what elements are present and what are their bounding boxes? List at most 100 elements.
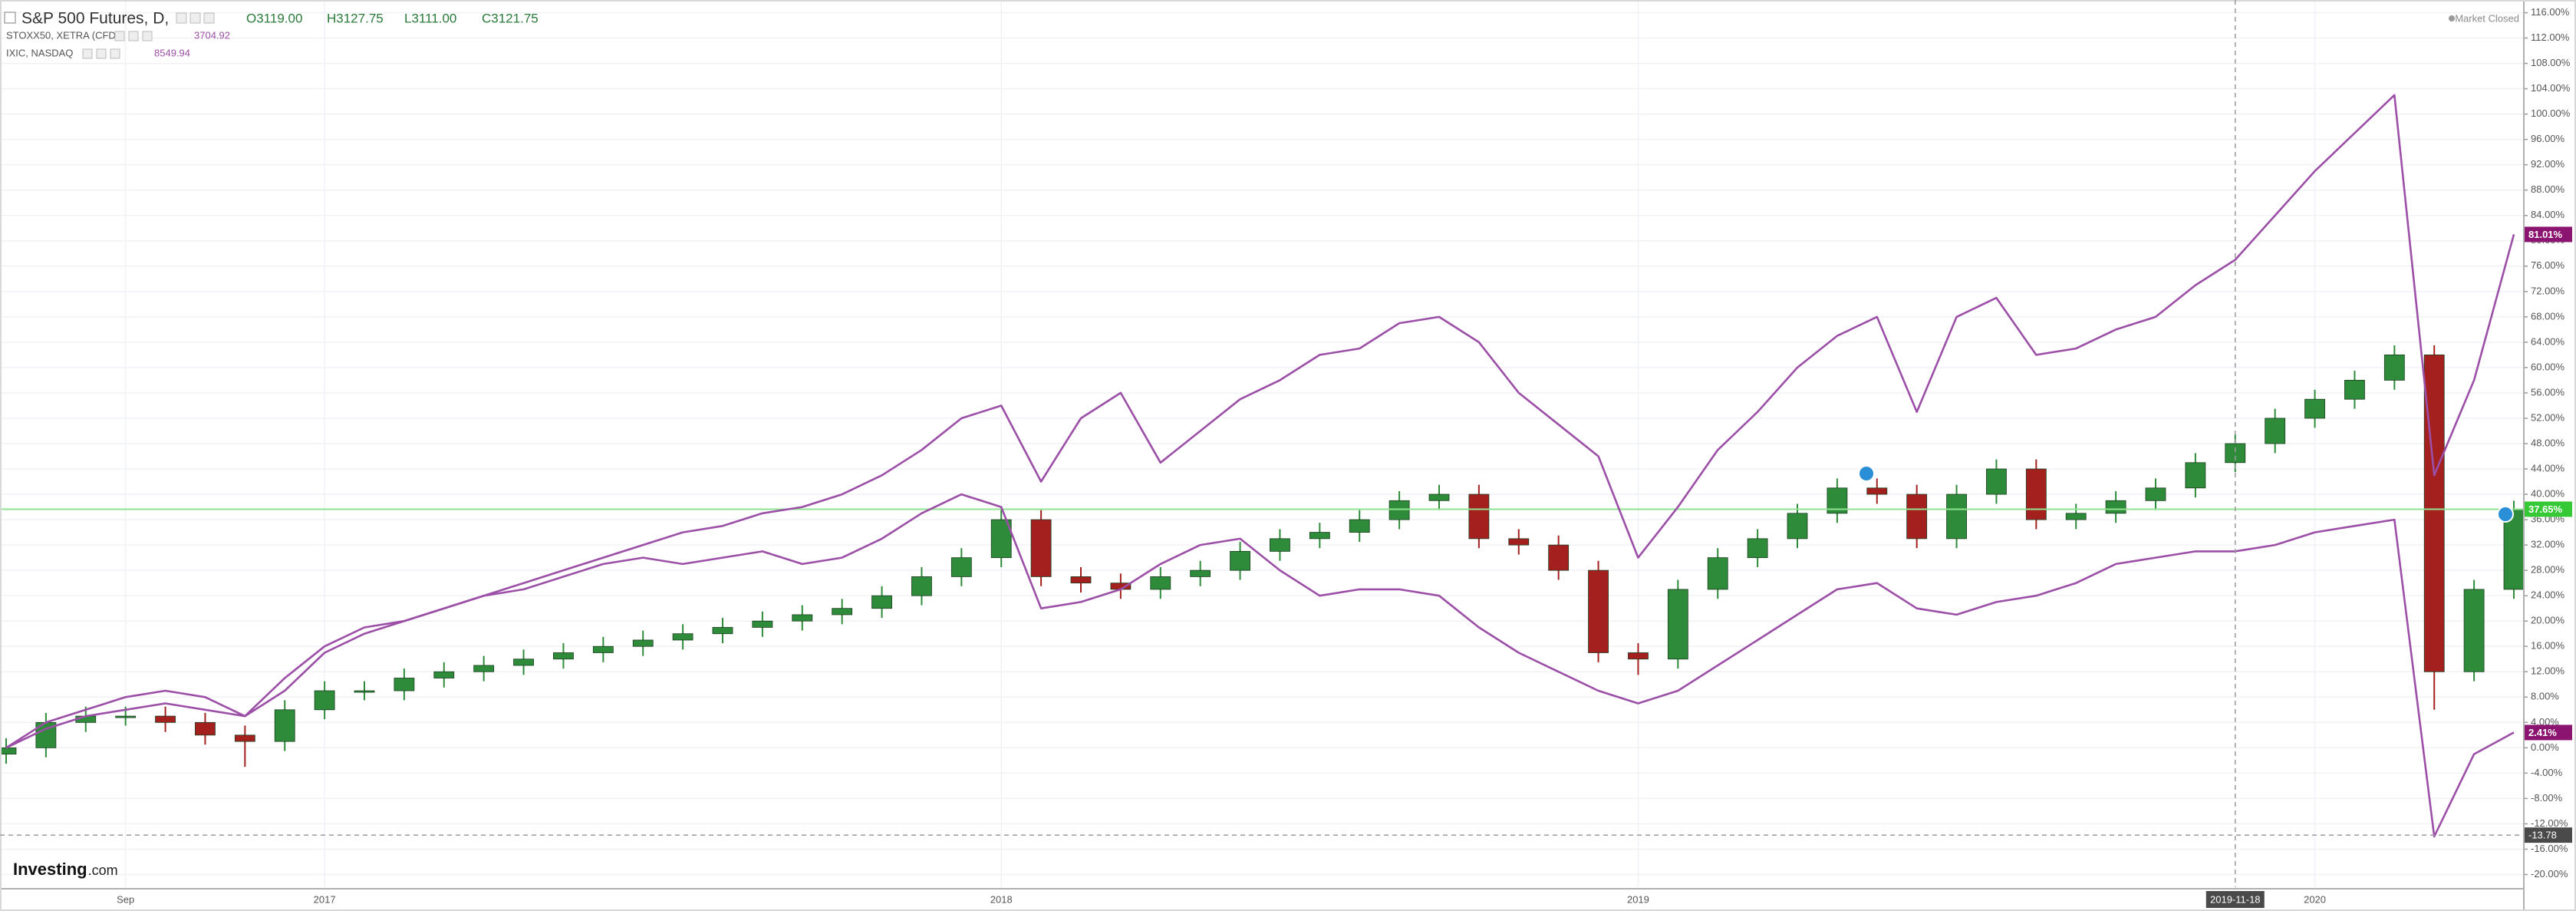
ohlc-label: C3121.75 xyxy=(482,11,539,25)
y-tick-label: 16.00% xyxy=(2531,640,2565,652)
candle-body xyxy=(314,690,335,711)
legend-button[interactable] xyxy=(128,31,139,41)
legend-name: STOXX50, XETRA (CFD) xyxy=(6,29,119,41)
ohlc-label: O3119.00 xyxy=(246,11,302,25)
legend-button[interactable] xyxy=(82,48,93,59)
candle-body xyxy=(354,690,375,693)
crosshair-y-label: -13.78 xyxy=(2528,830,2557,841)
candle-body xyxy=(2265,418,2286,444)
candle-body xyxy=(274,709,295,742)
market-status: Market Closed xyxy=(2455,12,2519,24)
y-tick-label: 4.00% xyxy=(2531,716,2559,728)
candle-body xyxy=(2025,468,2047,520)
legend-price: 3704.92 xyxy=(194,29,230,41)
last-value-label: 81.01% xyxy=(2528,229,2563,240)
candle-body xyxy=(1309,532,1330,540)
candle-body xyxy=(1866,487,1888,495)
candle-body xyxy=(433,671,455,678)
legend-button[interactable] xyxy=(189,12,201,24)
candle-body xyxy=(115,715,137,718)
x-tick-label: 2018 xyxy=(990,893,1013,905)
x-tick-label: 2020 xyxy=(2304,893,2326,905)
y-tick-label: 116.00% xyxy=(2531,6,2570,18)
x-tick-label: Sep xyxy=(117,893,134,905)
candle-body xyxy=(473,665,495,672)
y-tick-label: -12.00% xyxy=(2531,817,2568,829)
y-tick-label: 52.00% xyxy=(2531,411,2565,423)
candle-body xyxy=(1588,569,1609,653)
candle-body xyxy=(1986,468,2007,495)
candle-body xyxy=(632,639,654,647)
candle-body xyxy=(2344,380,2365,400)
legend-button[interactable] xyxy=(176,12,187,24)
last-value-label: 2.41% xyxy=(2528,727,2557,738)
y-tick-label: 108.00% xyxy=(2531,57,2571,68)
status-dot xyxy=(2449,15,2455,21)
y-tick-label: 0.00% xyxy=(2531,741,2559,753)
y-tick-label: 32.00% xyxy=(2531,539,2565,550)
event-flag xyxy=(1858,465,1875,482)
ohlc-label: H3127.75 xyxy=(327,11,384,25)
candle-body xyxy=(1747,538,1768,559)
y-tick-label: 76.00% xyxy=(2531,259,2565,271)
series-line xyxy=(5,94,2515,749)
candle-body xyxy=(1667,589,1688,660)
candle-body xyxy=(672,633,693,641)
candle-body xyxy=(553,652,574,660)
y-tick-label: 96.00% xyxy=(2531,133,2565,144)
x-tick-label: 2017 xyxy=(314,893,336,905)
legend-button[interactable] xyxy=(96,48,107,59)
candle-body xyxy=(1548,544,1570,571)
y-tick-label: 88.00% xyxy=(2531,183,2565,195)
candle-body xyxy=(155,715,176,723)
candle-body xyxy=(1150,576,1171,590)
y-tick-label: 112.00% xyxy=(2531,31,2570,43)
y-tick-label: 100.00% xyxy=(2531,107,2571,119)
legend-button[interactable] xyxy=(110,48,120,59)
candle-body xyxy=(592,645,614,653)
x-tick-label: 2019 xyxy=(1627,893,1649,905)
candle-body xyxy=(2185,462,2206,489)
ohlc-label: L3111.00 xyxy=(404,11,456,25)
y-tick-label: 8.00% xyxy=(2531,691,2559,702)
candle-body xyxy=(752,620,773,628)
candle-body xyxy=(1707,557,1728,590)
candle-body xyxy=(1508,538,1530,546)
crosshair-x-label: 2019-11-18 xyxy=(2210,893,2261,905)
legend-button[interactable] xyxy=(114,31,125,41)
last-value-badge xyxy=(2525,501,2572,517)
y-tick-label: -20.00% xyxy=(2531,868,2568,880)
candle-body xyxy=(1070,576,1092,584)
y-tick-label: 56.00% xyxy=(2531,386,2565,398)
legend-button[interactable] xyxy=(142,31,153,41)
logo-name: Investing xyxy=(13,860,87,879)
plot xyxy=(0,94,2525,838)
legend-price: 8549.94 xyxy=(154,47,190,58)
legend-toggle[interactable] xyxy=(4,12,16,24)
candle-body xyxy=(950,557,972,577)
candle-body xyxy=(195,721,216,736)
candle-body xyxy=(2065,513,2087,520)
y-tick-label: 28.00% xyxy=(2531,564,2565,576)
candle-body xyxy=(911,576,932,596)
candle-body xyxy=(712,627,733,635)
candle-body xyxy=(1946,493,1967,540)
y-tick-label: 72.00% xyxy=(2531,285,2565,296)
candle-body xyxy=(1388,500,1410,520)
candle-body xyxy=(792,614,813,622)
candle-body xyxy=(2383,354,2405,381)
candle-body xyxy=(1787,513,1808,540)
last-value-label: 37.65% xyxy=(2528,503,2563,515)
y-tick-label: 92.00% xyxy=(2531,158,2565,170)
y-tick-label: 24.00% xyxy=(2531,589,2565,601)
event-flag xyxy=(2497,506,2514,523)
crosshair-y-box xyxy=(2525,827,2572,843)
candle-body xyxy=(1428,493,1450,501)
candle-body xyxy=(832,608,853,616)
candle-body xyxy=(1906,493,1928,540)
candle-body xyxy=(2304,398,2325,419)
legend-button[interactable] xyxy=(203,12,215,24)
